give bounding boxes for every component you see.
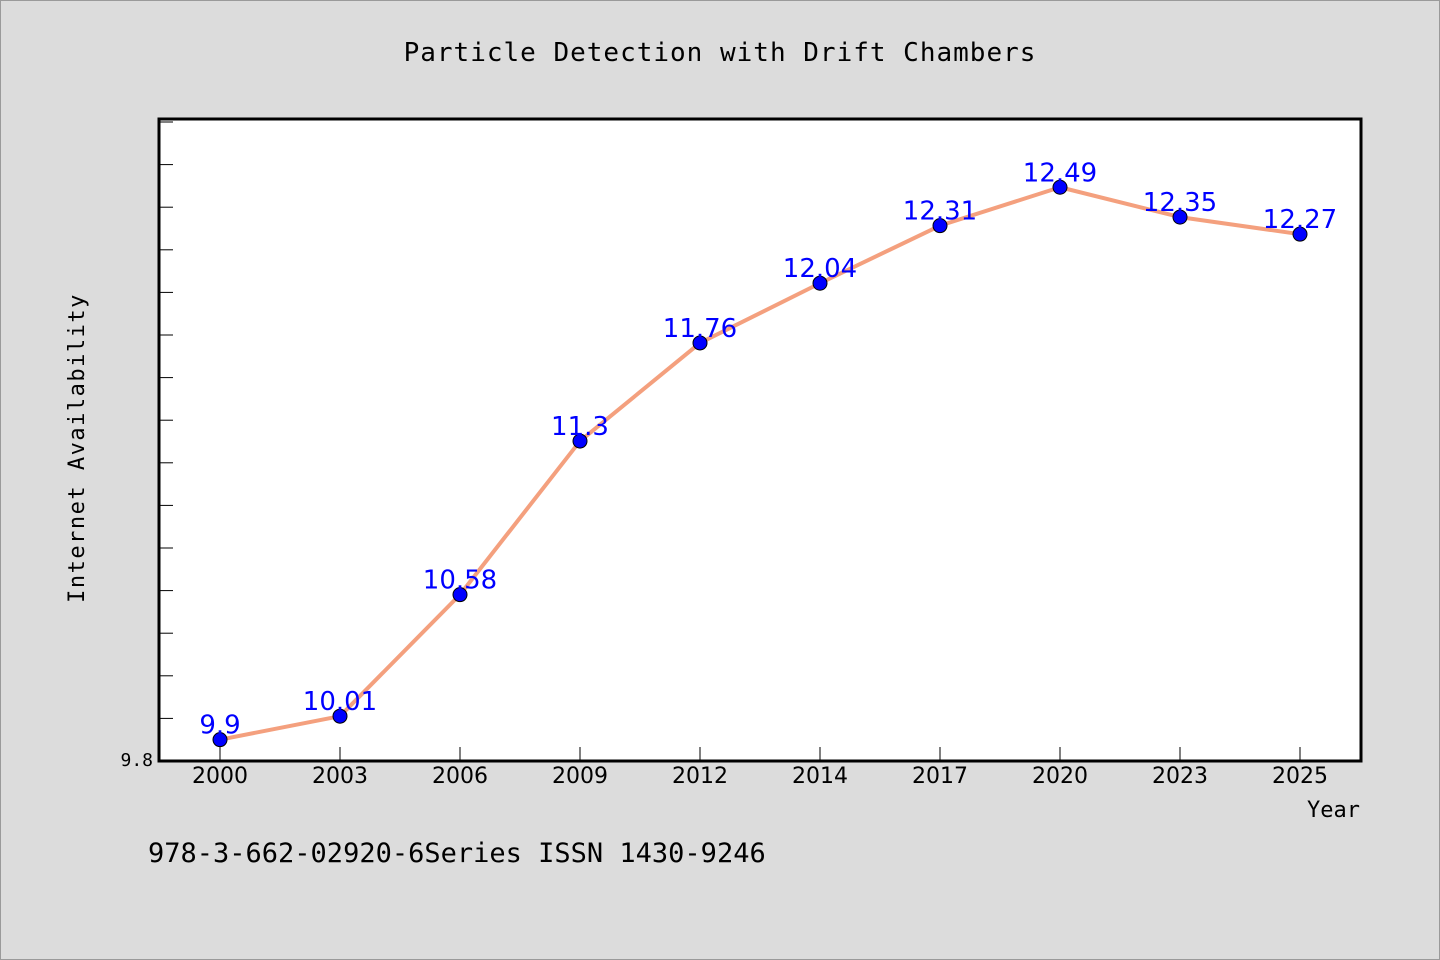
x-tick-label: 2017 <box>912 764 968 789</box>
data-label: 12.31 <box>903 197 977 227</box>
data-label: 12.27 <box>1263 205 1337 235</box>
x-axis-label: Year <box>1307 798 1360 823</box>
series-line <box>218 185 1302 742</box>
data-point <box>1052 179 1068 195</box>
x-tick-label: 2003 <box>312 764 368 789</box>
footer-text: 978-3-662-02920-6Series ISSN 1430-9246 <box>148 838 766 869</box>
data-point <box>572 433 588 449</box>
data-point <box>452 587 468 603</box>
y-axis-ticks <box>159 121 173 719</box>
data-point <box>212 732 228 748</box>
data-label: 11.76 <box>663 314 737 344</box>
data-point <box>812 275 828 291</box>
data-point <box>692 335 708 351</box>
data-point <box>932 218 948 234</box>
x-axis-ticks <box>219 747 1301 761</box>
x-tick-label: 2009 <box>552 764 608 789</box>
plot-area <box>159 119 1361 761</box>
data-labels: 9.9 10.01 10.58 11.3 11.76 12.04 12.31 12.49 12.… <box>199 158 1337 740</box>
data-label: 11.3 <box>551 412 609 442</box>
y-axis-label: Internet Availability <box>65 293 90 603</box>
data-label: 9.9 <box>199 711 240 741</box>
x-tick-label: 2006 <box>432 764 488 789</box>
x-tick-labels: 2000 2003 2006 2009 2012 2014 2017 2020 2023 2025 <box>192 764 1328 789</box>
x-tick-label: 2025 <box>1272 764 1328 789</box>
data-label: 10.58 <box>423 566 497 596</box>
x-tick-label: 2020 <box>1032 764 1088 789</box>
data-point <box>1172 209 1188 225</box>
data-label: 10.01 <box>303 687 377 717</box>
x-tick-label: 2014 <box>792 764 848 789</box>
chart-title: Particle Detection with Drift Chambers <box>404 38 1037 68</box>
x-tick-label: 2023 <box>1152 764 1208 789</box>
data-label: 12.35 <box>1143 188 1217 218</box>
data-points <box>212 179 1308 748</box>
data-point <box>1292 226 1308 242</box>
data-point <box>332 708 348 724</box>
x-tick-label: 2000 <box>192 764 248 789</box>
y-tick-label: 9.8 <box>120 750 153 771</box>
data-label: 12.04 <box>783 254 857 284</box>
x-tick-label: 2012 <box>672 764 728 789</box>
plot-frame <box>157 117 1363 763</box>
data-label: 12.49 <box>1023 158 1097 188</box>
